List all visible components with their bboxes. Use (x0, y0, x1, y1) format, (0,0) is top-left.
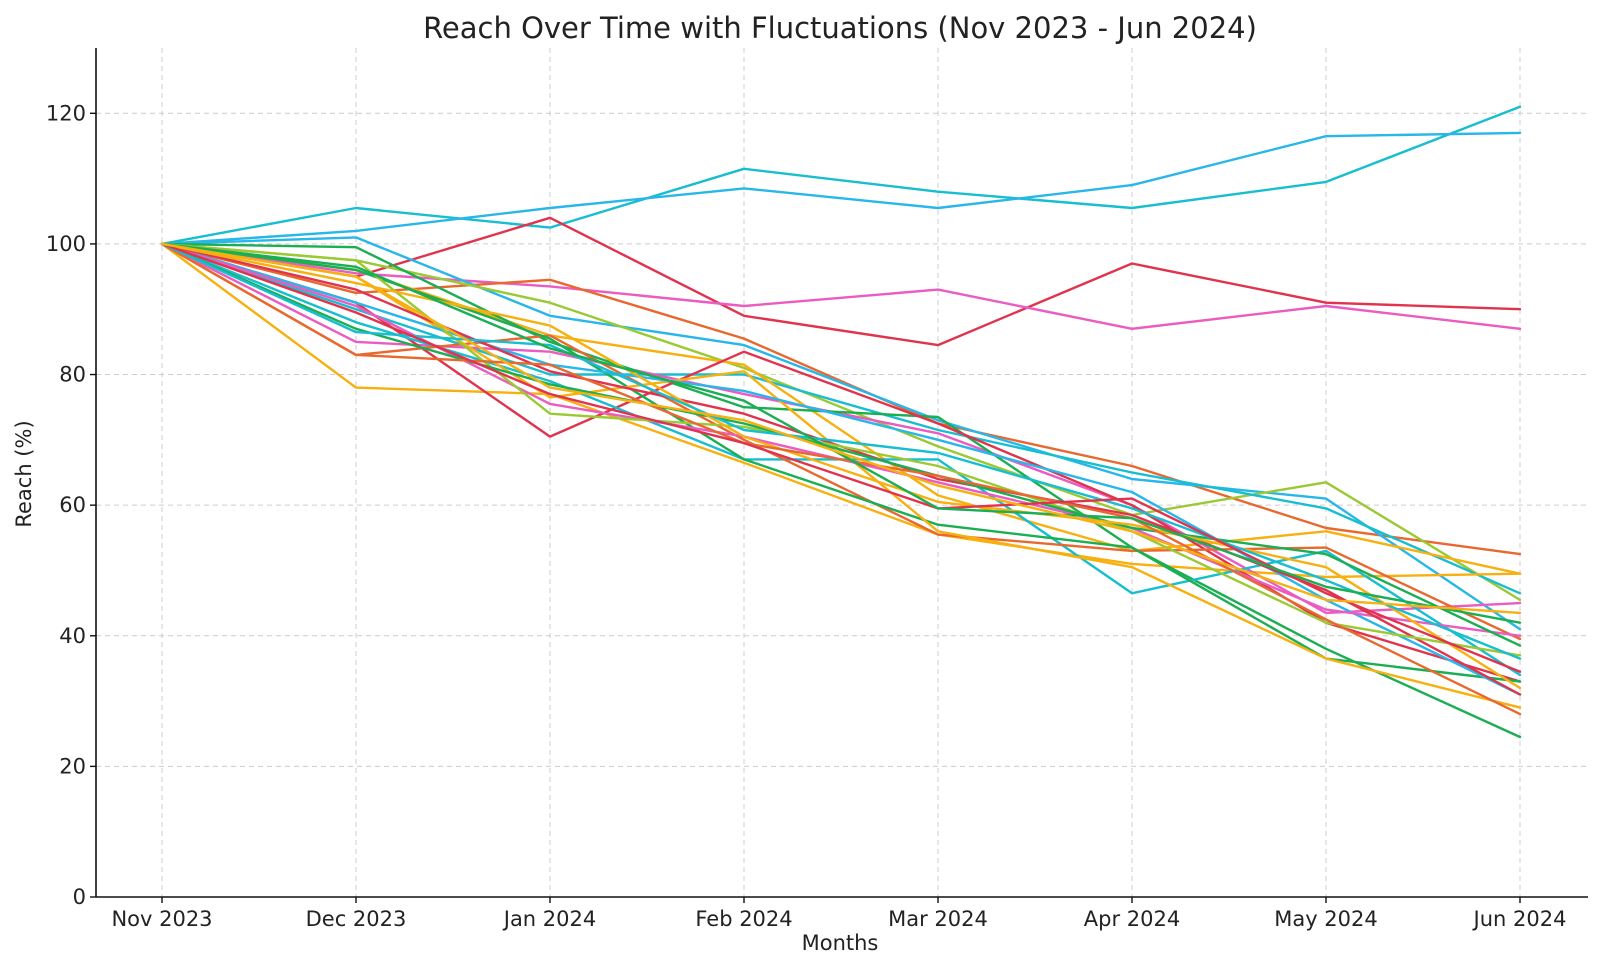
series-line-2 (160, 131, 1522, 246)
y-tick-label: 0 (73, 885, 86, 909)
series-line-25 (160, 242, 1522, 660)
series-line-28 (160, 242, 1522, 615)
x-tick-label: Jun 2024 (1472, 907, 1567, 931)
series-line-7 (160, 242, 1522, 602)
series-line-21 (160, 242, 1522, 657)
series-line-27 (160, 242, 1522, 624)
x-tick-label: Dec 2023 (306, 907, 407, 931)
x-tick-label: Apr 2024 (1084, 907, 1180, 931)
series-line-8 (160, 242, 1522, 595)
series-line-13 (160, 242, 1522, 683)
series-line-11 (160, 242, 1522, 615)
series-line-15 (160, 242, 1522, 641)
y-tick-label: 40 (59, 624, 86, 648)
y-tick-label: 120 (46, 101, 86, 125)
chart-title: Reach Over Time with Fluctuations (Nov 2… (423, 11, 1257, 45)
y-axis-title: Reach (%) (12, 420, 36, 527)
x-tick-label: May 2024 (1274, 907, 1378, 931)
grid-lines (96, 48, 1588, 897)
series-line-18 (160, 242, 1522, 696)
series-line-12 (160, 242, 1522, 739)
series-line-4 (160, 242, 1522, 330)
y-tick-label: 20 (59, 754, 86, 778)
y-tick-label: 100 (46, 232, 86, 256)
x-tick-label: Nov 2023 (111, 907, 212, 931)
x-tick-label: Feb 2024 (695, 907, 792, 931)
series-line-6 (160, 236, 1522, 631)
series-line-24 (160, 242, 1522, 716)
series-line-17 (160, 242, 1522, 709)
tick-labels: Nov 2023 Dec 2023 Jan 2024 Feb 2024 Mar 2024… (46, 101, 1567, 931)
y-tick-label: 80 (59, 363, 86, 387)
x-tick-label: Mar 2024 (888, 907, 988, 931)
series-line-23 (160, 242, 1522, 690)
x-axis-title: Months (802, 931, 879, 955)
series-lines (160, 105, 1522, 739)
series-line-1 (160, 105, 1522, 246)
series-line-26 (160, 242, 1522, 673)
x-tick-label: Jan 2024 (502, 907, 597, 931)
y-tick-label: 60 (59, 493, 86, 517)
series-line-22 (160, 242, 1522, 647)
axes (90, 48, 1588, 903)
